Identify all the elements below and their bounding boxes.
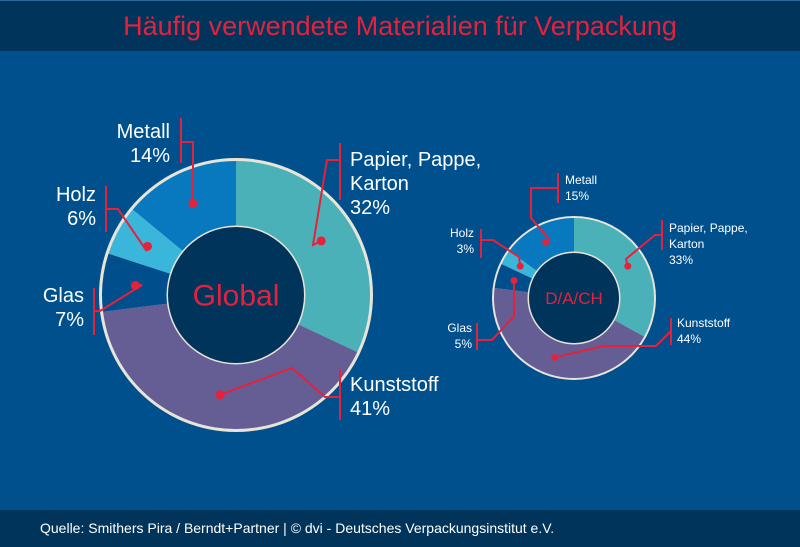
- leader-line-kunststoff: [554, 330, 672, 359]
- value-label-glas: 7%: [55, 309, 84, 331]
- category-label-glas: Glas: [43, 285, 84, 307]
- leader-dot-kunststoff: [215, 390, 225, 400]
- category-label-holz: Holz: [56, 184, 96, 206]
- leader-dot-holz: [142, 241, 152, 251]
- slice-kunststoff: [103, 303, 358, 429]
- value-label-metall: 14%: [130, 145, 170, 167]
- category-label-metall: Metall: [117, 121, 170, 143]
- category-label-papier-pappe-karton: Karton: [350, 173, 409, 195]
- value-label-papier-pappe-karton: 33%: [669, 253, 693, 267]
- page-title: Häufig verwendete Materialien für Verpac…: [123, 11, 677, 41]
- leader-dot-metall: [542, 238, 550, 246]
- leader-dot-glas: [130, 280, 140, 290]
- source-note: Quelle: Smithers Pira / Berndt+Partner |…: [40, 520, 555, 536]
- category-label-papier-pappe-karton: Karton: [669, 237, 704, 251]
- value-label-holz: 3%: [457, 242, 475, 256]
- category-label-kunststoff: Kunststoff: [677, 316, 731, 330]
- leader-dot-metall: [188, 199, 198, 209]
- leader-line-glas: [477, 280, 516, 341]
- value-label-kunststoff: 41%: [350, 398, 390, 420]
- slice-holz: [108, 209, 184, 274]
- category-label-metall: Metall: [565, 173, 597, 187]
- leader-dot-glas: [510, 277, 518, 285]
- value-label-glas: 5%: [455, 337, 473, 351]
- leader-line-papier-pappe-karton: [624, 234, 662, 267]
- chart-title: D/A/CH: [545, 289, 603, 308]
- slice-metall: [509, 218, 574, 272]
- value-label-holz: 6%: [67, 208, 96, 230]
- footer-bar: Quelle: Smithers Pira / Berndt+Partner |…: [0, 510, 800, 547]
- category-label-holz: Holz: [450, 226, 474, 240]
- leader-dot-papier-pappe-karton: [624, 262, 632, 270]
- category-label-papier-pappe-karton: Papier, Pappe,: [350, 149, 481, 171]
- slice-metall: [132, 161, 236, 252]
- leader-line-papier-pappe-karton: [311, 159, 340, 247]
- category-label-kunststoff: Kunststoff: [350, 374, 439, 396]
- value-label-metall: 15%: [565, 189, 589, 203]
- chart-title: Global: [193, 280, 280, 313]
- leader-dot-kunststoff: [551, 353, 559, 361]
- category-label-glas: Glas: [447, 321, 472, 335]
- leader-line-kunststoff: [219, 366, 340, 398]
- category-label-papier-pappe-karton: Papier, Pappe,: [669, 221, 748, 235]
- leader-dot-papier-pappe-karton: [316, 236, 326, 246]
- donut-center: [168, 227, 304, 363]
- donut-center: [529, 253, 619, 343]
- leader-line-holz: [481, 239, 522, 267]
- header-bar: Häufig verwendete Materialien für Verpac…: [0, 0, 800, 51]
- slice-kunststoff: [494, 287, 645, 378]
- value-label-papier-pappe-karton: 32%: [350, 197, 390, 219]
- leader-dot-holz: [516, 262, 524, 270]
- value-label-kunststoff: 44%: [677, 332, 701, 346]
- slice-papier-pappe-karton: [236, 161, 370, 353]
